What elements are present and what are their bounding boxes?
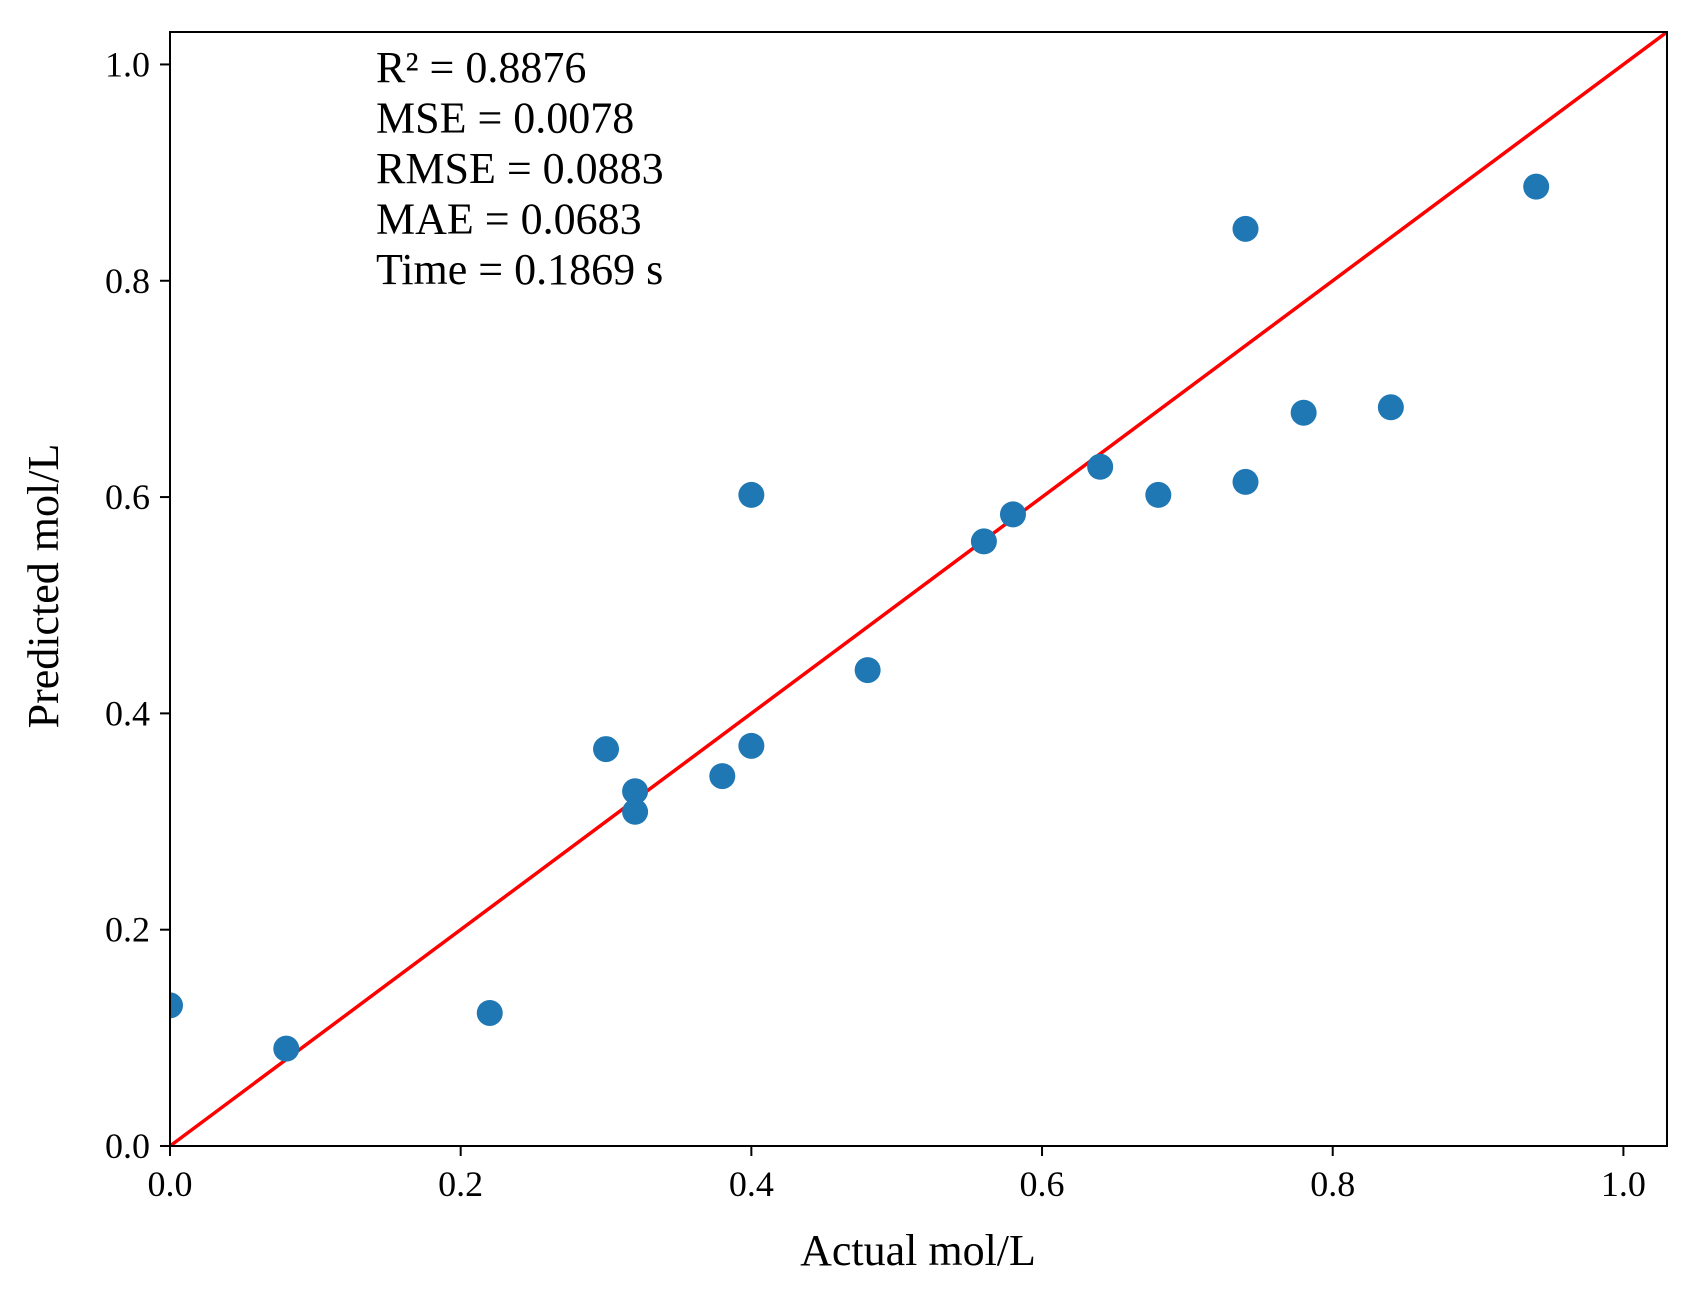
- x-axis-title: Actual mol/L: [800, 1226, 1036, 1275]
- scatter-point: [1290, 399, 1317, 426]
- scatter-point: [273, 1035, 300, 1062]
- y-tick-label: 1.0: [105, 44, 150, 84]
- scatter-point: [1087, 453, 1114, 480]
- scatter-point: [738, 481, 765, 508]
- scatter-point: [476, 999, 503, 1026]
- scatter-point: [1377, 394, 1404, 421]
- metric-line: RMSE = 0.0883: [376, 144, 664, 193]
- scatter-point: [970, 528, 997, 555]
- reference-line: [170, 32, 1667, 1146]
- scatter-point: [1232, 215, 1259, 242]
- x-tick-label: 0.6: [1020, 1164, 1065, 1204]
- axes: 0.0 0.2 0.4 0.6 0.8 1.0 0.0 0.2 0.4 0.6 0.8 1.0: [105, 31, 1668, 1204]
- x-tick-label: 0.8: [1310, 1164, 1355, 1204]
- scatter-point: [999, 501, 1026, 528]
- scatter-point: [622, 778, 649, 805]
- x-tick-label: 1.0: [1601, 1164, 1646, 1204]
- y-tick-label: 0.0: [105, 1126, 150, 1166]
- plot-frame: [169, 31, 1668, 1147]
- scatter-point: [738, 732, 765, 759]
- scatter-point: [1145, 481, 1172, 508]
- y-tick-label: 0.6: [105, 477, 150, 517]
- scatter-point: [1232, 468, 1259, 495]
- scatter-point: [170, 992, 183, 1019]
- plot-area: [170, 32, 1667, 1146]
- x-tick-label: 0.4: [729, 1164, 774, 1204]
- y-tick-label: 0.8: [105, 261, 150, 301]
- scatter-point: [854, 657, 881, 684]
- x-tick-label: 0.0: [148, 1164, 193, 1204]
- x-tick-label: 0.2: [438, 1164, 483, 1204]
- scatter-point: [1523, 173, 1550, 200]
- y-axis-title: Predicted mol/L: [19, 444, 68, 729]
- y-tick-label: 0.2: [105, 910, 150, 950]
- scatter-point: [593, 736, 620, 763]
- scatter-point: [709, 763, 736, 790]
- scatter-point: [622, 798, 649, 825]
- y-tick-label: 0.4: [105, 693, 150, 733]
- metric-line: R² = 0.8876: [376, 43, 586, 92]
- metric-line: MSE = 0.0078: [376, 94, 634, 143]
- metric-line: Time = 0.1869 s: [376, 245, 663, 294]
- metric-line: MAE = 0.0683: [376, 195, 642, 244]
